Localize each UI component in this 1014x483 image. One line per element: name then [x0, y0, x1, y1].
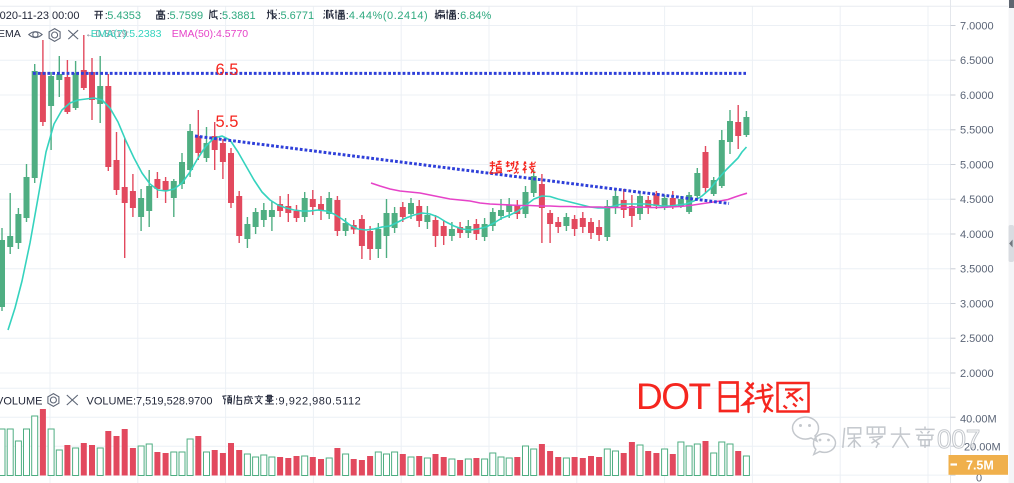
svg-text:7.0000: 7.0000 [960, 20, 994, 32]
svg-text:4.5000: 4.5000 [960, 194, 994, 206]
svg-text:EMA(7):5.2383: EMA(7):5.2383 [91, 28, 162, 40]
svg-text:5.5: 5.5 [216, 113, 239, 131]
svg-text:6.5000: 6.5000 [960, 55, 994, 67]
svg-text::: : [457, 10, 460, 22]
svg-text:2020-11-23 00:00: 2020-11-23 00:00 [0, 10, 80, 22]
svg-text::: : [219, 10, 222, 22]
svg-text:6.0000: 6.0000 [960, 90, 994, 102]
svg-text:5.0000: 5.0000 [960, 159, 994, 171]
svg-text:4.0000: 4.0000 [960, 229, 994, 241]
svg-text:EMA(50):4.5770: EMA(50):4.5770 [172, 28, 249, 40]
svg-text:007: 007 [937, 424, 980, 454]
svg-text:7.5M: 7.5M [966, 459, 994, 473]
svg-text:6.84%: 6.84% [460, 10, 491, 22]
svg-text::: : [167, 10, 170, 22]
svg-text::: : [105, 10, 108, 22]
svg-text:EMA: EMA [0, 28, 21, 40]
svg-text:5.6771: 5.6771 [281, 10, 315, 22]
svg-text::: : [278, 10, 281, 22]
svg-text:3.0000: 3.0000 [960, 298, 994, 310]
svg-text:0: 0 [976, 473, 982, 483]
svg-text:20.00M: 20.00M [964, 442, 1001, 454]
svg-text:5.3881: 5.3881 [222, 10, 256, 22]
svg-text:6.5: 6.5 [216, 61, 239, 79]
svg-text:DOT: DOT [636, 376, 711, 417]
svg-text:2.0000: 2.0000 [960, 368, 994, 380]
svg-text:40.00M: 40.00M [960, 413, 997, 425]
svg-text:5.5000: 5.5000 [960, 125, 994, 137]
svg-text:2.5000: 2.5000 [960, 333, 994, 345]
svg-text:4.44%(0.2414): 4.44%(0.2414) [349, 10, 428, 22]
svg-text:5.7599: 5.7599 [170, 10, 204, 22]
svg-text:VOLUME: VOLUME [0, 396, 42, 408]
svg-text:3.5000: 3.5000 [960, 264, 994, 276]
svg-text::: : [346, 10, 349, 22]
svg-text:5.4353: 5.4353 [107, 10, 141, 22]
svg-text::9,922,980.5112: :9,922,980.5112 [275, 396, 361, 408]
svg-text:←0.8619: ←0.8619 [85, 28, 128, 40]
svg-text:VOLUME:7,519,528.9700: VOLUME:7,519,528.9700 [87, 396, 213, 408]
